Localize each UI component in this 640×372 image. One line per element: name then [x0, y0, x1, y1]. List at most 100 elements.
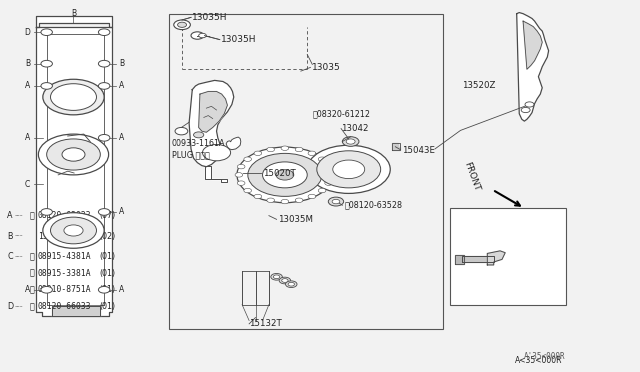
Circle shape	[51, 84, 97, 110]
Text: 13035M: 13035M	[278, 215, 314, 224]
Circle shape	[318, 157, 326, 161]
Circle shape	[332, 199, 340, 204]
Circle shape	[282, 279, 288, 282]
Circle shape	[281, 199, 289, 204]
Circle shape	[244, 188, 252, 193]
Circle shape	[262, 162, 307, 188]
Circle shape	[43, 79, 104, 115]
Circle shape	[235, 173, 243, 177]
Circle shape	[99, 209, 110, 215]
Polygon shape	[462, 256, 493, 262]
Circle shape	[193, 132, 204, 138]
Circle shape	[346, 139, 355, 144]
Text: 08010-8751A: 08010-8751A	[38, 285, 92, 294]
Text: 15132T: 15132T	[249, 320, 282, 328]
Text: A: A	[120, 133, 125, 142]
Circle shape	[281, 146, 289, 150]
Circle shape	[285, 281, 297, 288]
Circle shape	[324, 181, 332, 185]
Circle shape	[295, 147, 303, 152]
Polygon shape	[523, 21, 542, 69]
Circle shape	[248, 153, 322, 196]
Circle shape	[327, 173, 335, 177]
Circle shape	[198, 33, 206, 38]
Circle shape	[273, 275, 280, 279]
Text: 13540A: 13540A	[38, 231, 67, 241]
Polygon shape	[36, 16, 113, 27]
Text: 08915-3381A: 08915-3381A	[38, 269, 92, 278]
Circle shape	[51, 217, 97, 244]
Polygon shape	[36, 27, 113, 316]
Circle shape	[99, 60, 110, 67]
Text: ---: ---	[15, 302, 24, 311]
Text: B: B	[7, 231, 13, 241]
Circle shape	[202, 144, 230, 161]
Circle shape	[62, 148, 85, 161]
Polygon shape	[392, 143, 401, 150]
Text: 08120-62033: 08120-62033	[38, 211, 92, 220]
Circle shape	[237, 181, 245, 185]
Circle shape	[254, 194, 262, 199]
Circle shape	[38, 134, 109, 175]
Text: 13520Z: 13520Z	[462, 81, 495, 90]
Circle shape	[177, 22, 186, 28]
Circle shape	[308, 151, 316, 155]
Text: ---: ---	[15, 231, 24, 241]
Polygon shape	[205, 166, 227, 182]
Circle shape	[43, 213, 104, 248]
Circle shape	[279, 277, 291, 284]
Circle shape	[267, 198, 275, 202]
Text: 13035H: 13035H	[221, 35, 257, 44]
Text: A: A	[25, 285, 30, 294]
Text: B: B	[25, 59, 30, 68]
Circle shape	[295, 198, 303, 202]
Circle shape	[307, 145, 390, 193]
Circle shape	[191, 32, 204, 39]
Circle shape	[276, 170, 294, 180]
Circle shape	[318, 188, 326, 193]
Bar	[450, 208, 566, 305]
Circle shape	[41, 60, 52, 67]
Text: 13035: 13035	[312, 63, 340, 72]
Circle shape	[254, 151, 262, 155]
Text: 15043E: 15043E	[402, 146, 435, 155]
Text: A: A	[120, 208, 125, 217]
Circle shape	[324, 164, 332, 169]
Polygon shape	[226, 137, 241, 150]
Bar	[169, 14, 444, 329]
Text: (02): (02)	[100, 231, 116, 241]
Text: ---: ---	[15, 211, 24, 220]
Circle shape	[41, 29, 52, 36]
Circle shape	[41, 83, 52, 89]
Circle shape	[328, 197, 344, 206]
Text: 08120-66033: 08120-66033	[38, 302, 92, 311]
Text: (01): (01)	[100, 269, 116, 278]
Text: A: A	[7, 211, 13, 220]
Text: D: D	[24, 28, 31, 37]
Circle shape	[41, 286, 52, 293]
Circle shape	[342, 137, 359, 146]
Text: ⒲: ⒲	[29, 211, 34, 220]
Text: ⒲: ⒲	[29, 302, 34, 311]
Text: C: C	[25, 180, 30, 189]
Text: Ⓥ: Ⓥ	[29, 252, 34, 261]
Text: (01): (01)	[100, 302, 116, 311]
Polygon shape	[198, 92, 227, 132]
Text: FRONT: FRONT	[463, 161, 481, 193]
Text: (01): (01)	[100, 252, 116, 261]
Text: 13042: 13042	[341, 124, 369, 133]
Circle shape	[521, 108, 530, 113]
Text: 15020T: 15020T	[262, 169, 295, 177]
Circle shape	[237, 147, 333, 203]
Text: A: A	[25, 81, 30, 90]
Text: Ⓥ: Ⓥ	[29, 269, 34, 278]
Circle shape	[288, 282, 294, 286]
Circle shape	[99, 135, 110, 141]
Circle shape	[267, 147, 275, 152]
Text: (07): (07)	[100, 211, 116, 220]
Text: B: B	[71, 9, 76, 18]
Circle shape	[99, 286, 110, 293]
Circle shape	[99, 83, 110, 89]
Circle shape	[333, 160, 365, 179]
Text: ---: ---	[15, 252, 24, 261]
